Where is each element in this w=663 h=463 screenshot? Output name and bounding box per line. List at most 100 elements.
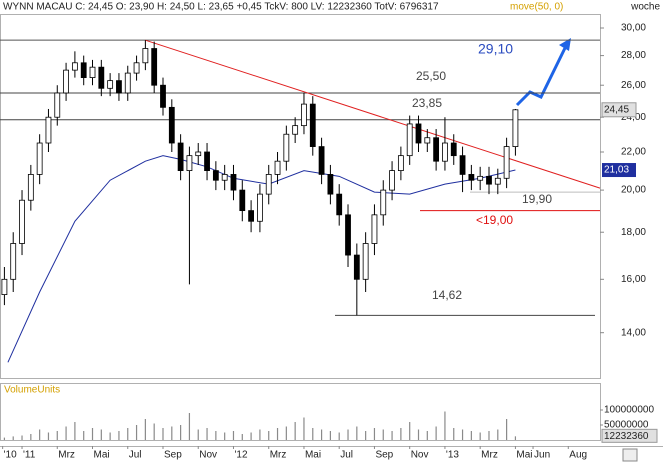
candle-body	[19, 199, 25, 244]
volume-bar	[470, 431, 472, 440]
volume-bar	[91, 428, 94, 440]
candle-body	[468, 174, 475, 181]
x-tick-label: Jun	[534, 450, 550, 461]
candle-body	[133, 62, 140, 74]
candle-body	[54, 92, 61, 118]
volume-bar	[109, 432, 111, 440]
candle-body	[80, 62, 87, 79]
candle-body	[397, 155, 404, 171]
candle-body	[283, 133, 290, 162]
icon	[622, 448, 638, 462]
candle-body	[36, 142, 43, 175]
candle-body	[512, 109, 519, 147]
candle-body	[424, 137, 431, 144]
candle-body	[486, 175, 492, 185]
last-price-box	[601, 102, 637, 118]
candle-body	[327, 174, 334, 195]
candle-body	[380, 189, 387, 216]
candle-body	[309, 103, 316, 147]
candle-body	[239, 189, 246, 212]
forecast-arrowhead	[559, 38, 571, 51]
volume-bar	[39, 429, 41, 440]
last-price-label: 24,45	[604, 104, 629, 115]
volume-bar	[497, 429, 499, 440]
volume-bar	[171, 426, 173, 440]
y-tick-label: 16,00	[621, 274, 646, 285]
candle-body	[353, 254, 360, 280]
level-label: 23,85	[412, 96, 442, 110]
level-label: 29,10	[478, 41, 513, 57]
volume-bar	[118, 431, 120, 440]
candle-body	[503, 146, 510, 179]
x-tick-label: Nov	[411, 450, 429, 461]
volume-last-label: 12232360	[604, 431, 649, 442]
x-tick-label: Jul	[129, 450, 142, 461]
volume-bar	[294, 422, 296, 440]
candle-body	[257, 193, 263, 222]
y-tick-label: 28,00	[621, 50, 646, 61]
volume-bar	[285, 426, 287, 440]
candle-body	[494, 177, 501, 185]
volume-bar	[30, 434, 32, 440]
volume-bar	[21, 435, 23, 440]
volume-bar	[435, 426, 437, 440]
candle-body	[63, 69, 69, 94]
volume-bar	[135, 425, 138, 440]
volume-bar	[224, 432, 226, 440]
level-label: 19,90	[522, 192, 552, 206]
y-tick-label: 20,00	[621, 185, 646, 196]
volume-bar	[356, 426, 358, 440]
candle-body	[442, 142, 448, 162]
volume-bar	[391, 431, 393, 440]
candle-body	[27, 174, 34, 201]
candle-body	[318, 146, 325, 175]
x-tick-label: Sep	[375, 450, 393, 461]
price-frame	[0, 14, 601, 379]
candle-body	[160, 84, 166, 108]
candle-body	[204, 151, 210, 171]
candle-body	[274, 160, 281, 175]
candle-body	[371, 214, 378, 244]
candle-body	[459, 155, 466, 175]
volume-bar	[232, 431, 235, 440]
volume-bar	[259, 429, 261, 440]
candle-body	[168, 106, 175, 144]
volume-bar	[338, 432, 340, 440]
volume-bar	[215, 431, 217, 440]
candle-body	[151, 48, 158, 86]
volume-bar	[479, 432, 481, 440]
candle-body	[45, 116, 52, 144]
volume-bar	[453, 428, 455, 440]
volume-bar	[488, 431, 490, 440]
x-tick-label: Aug	[569, 450, 587, 461]
x-tick-label: Jul	[340, 450, 353, 461]
period-label: woche	[630, 2, 660, 13]
candle-body	[345, 214, 351, 256]
volume-bar	[461, 429, 464, 440]
volume-bar	[153, 423, 155, 440]
volume-last-box	[601, 428, 658, 443]
candle-body	[248, 210, 255, 222]
y-tick-label: 22,00	[621, 147, 646, 158]
volume-bar	[426, 431, 428, 440]
candle-body	[186, 155, 193, 171]
volume-bar	[506, 419, 508, 440]
x-tick-label: Mai	[94, 450, 110, 461]
volume-bar	[83, 431, 85, 440]
x-tick-label: Sep	[164, 450, 182, 461]
candle-body	[265, 174, 272, 195]
volume-bar	[180, 425, 182, 440]
volume-bar	[197, 429, 199, 440]
volume-bar	[100, 429, 102, 440]
candle-body	[362, 243, 369, 280]
y-tick-label: 18,00	[621, 227, 646, 238]
x-tick-label: Mrz	[481, 450, 498, 461]
volume-bar	[47, 432, 50, 440]
candle-body	[89, 66, 96, 79]
x-tick-label: '13	[446, 450, 459, 461]
x-tick-label: '11	[23, 450, 36, 461]
candle-body	[98, 66, 105, 89]
volume-bar	[162, 428, 164, 440]
